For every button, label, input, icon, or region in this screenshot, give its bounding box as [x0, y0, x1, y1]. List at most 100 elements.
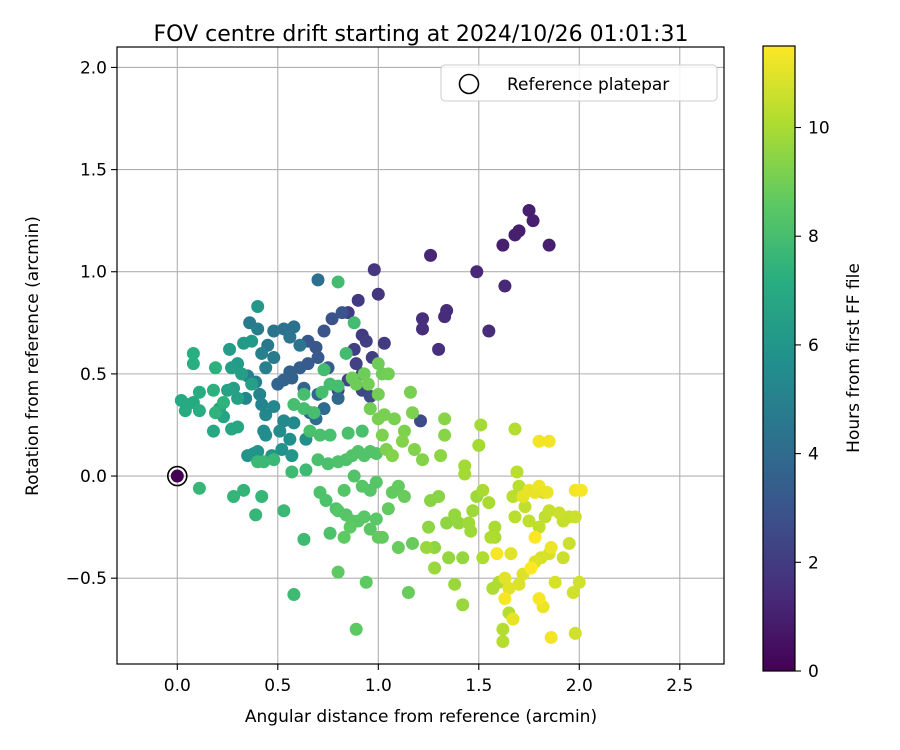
scatter-point [498, 279, 512, 293]
scatter-point [401, 585, 415, 599]
scatter-point [357, 367, 371, 381]
scatter-point [221, 383, 235, 397]
scatter-point [466, 504, 480, 518]
scatter-point [496, 238, 510, 252]
scatter-point [387, 412, 401, 426]
scatter-point [231, 391, 245, 405]
scatter-point [283, 330, 297, 344]
colorbar-gradient [762, 45, 796, 672]
scatter-point [321, 457, 335, 471]
scatter-point [277, 414, 291, 428]
scatter-point [432, 342, 446, 356]
colorbar-tick-label: 2 [808, 553, 819, 573]
scatter-point [508, 228, 522, 242]
scatter-point [367, 263, 381, 277]
scatter-point [251, 445, 265, 459]
y-tick-label: 1.0 [80, 263, 107, 283]
scatter-point [377, 336, 391, 350]
scatter-point [381, 502, 395, 516]
scatter-point [206, 424, 220, 438]
scatter-point [448, 577, 462, 591]
scatter-point [391, 541, 405, 555]
scatter-point [206, 383, 220, 397]
colorbar-tick-label: 0 [808, 662, 819, 682]
scatter-point [416, 322, 430, 336]
scatter-point [249, 508, 263, 522]
scatter-point [508, 422, 522, 436]
scatter-point [518, 500, 532, 514]
scatter-point [532, 592, 546, 606]
data-points [170, 203, 588, 649]
scatter-point [271, 377, 285, 391]
colorbar-tick-label: 8 [808, 227, 819, 247]
scatter-point [287, 398, 301, 412]
scatter-point [347, 316, 361, 330]
scatter-point [251, 299, 265, 313]
scatter-point [377, 408, 391, 422]
x-axis-label: Angular distance from reference (arcmin) [245, 707, 597, 727]
scatter-point [343, 520, 357, 534]
scatter-point [287, 588, 301, 602]
scatter-point [375, 428, 389, 442]
scatter-point [337, 530, 351, 544]
scatter-point [369, 447, 383, 461]
scatter-point [524, 561, 538, 575]
scatter-point [470, 265, 484, 279]
legend-box [440, 64, 718, 102]
scatter-point [568, 510, 582, 524]
scatter-point [192, 404, 206, 418]
scatter-point [186, 346, 200, 360]
scatter-point [192, 481, 206, 495]
scatter-point [323, 428, 337, 442]
scatter-point [311, 453, 325, 467]
y-tick-label: 1.5 [80, 161, 107, 181]
scatter-point [317, 402, 331, 416]
scatter-point [428, 561, 442, 575]
scatter-point [438, 310, 452, 324]
reference-point-marker [166, 465, 188, 487]
scatter-point [391, 479, 405, 493]
scatter-point [357, 510, 371, 524]
scatter-point [287, 416, 301, 430]
scatter-point [363, 402, 377, 416]
scatter-point [476, 551, 490, 565]
scatter-point [237, 483, 251, 497]
scatter-point [317, 363, 331, 377]
scatter-point [315, 385, 329, 399]
y-axis-ticks: −0.5 0.0 0.5 1.0 1.5 2.0 [66, 58, 117, 589]
scatter-point [227, 489, 241, 503]
y-tick-label: −0.5 [66, 569, 107, 589]
scatter-point [313, 428, 327, 442]
scatter-point [351, 293, 365, 307]
scatter-point [235, 367, 249, 381]
scatter-point [297, 387, 311, 401]
scatter-point [331, 379, 345, 393]
scatter-point [208, 406, 222, 420]
scatter-point [482, 324, 496, 338]
scatter-point [259, 408, 273, 422]
x-tick-label: 1.0 [365, 676, 392, 696]
scatter-point [371, 287, 385, 301]
scatter-point [414, 414, 427, 428]
x-tick-label: 2.0 [566, 676, 593, 696]
colorbar-label: Hours from first FF file [844, 263, 864, 453]
scatter-point [287, 320, 301, 334]
scatter-point [192, 385, 206, 399]
x-tick-label: 0.5 [264, 676, 291, 696]
scatter-point [566, 585, 580, 599]
colorbar: 0 2 4 6 8 10 Hours from first FF file [762, 45, 864, 682]
scatter-point [359, 334, 373, 348]
scatter-point [293, 361, 307, 375]
y-tick-label: 0.0 [80, 467, 107, 487]
scatter-point [369, 512, 383, 526]
y-tick-label: 0.5 [80, 365, 107, 385]
scatter-point [303, 424, 317, 438]
scatter-point [285, 465, 299, 479]
scatter-point [490, 547, 504, 561]
scatter-point [474, 418, 488, 432]
scatter-point [257, 455, 271, 469]
scatter-point [369, 475, 383, 489]
scatter-point [331, 275, 345, 289]
scatter-point [407, 442, 421, 456]
scatter-point [528, 530, 542, 544]
